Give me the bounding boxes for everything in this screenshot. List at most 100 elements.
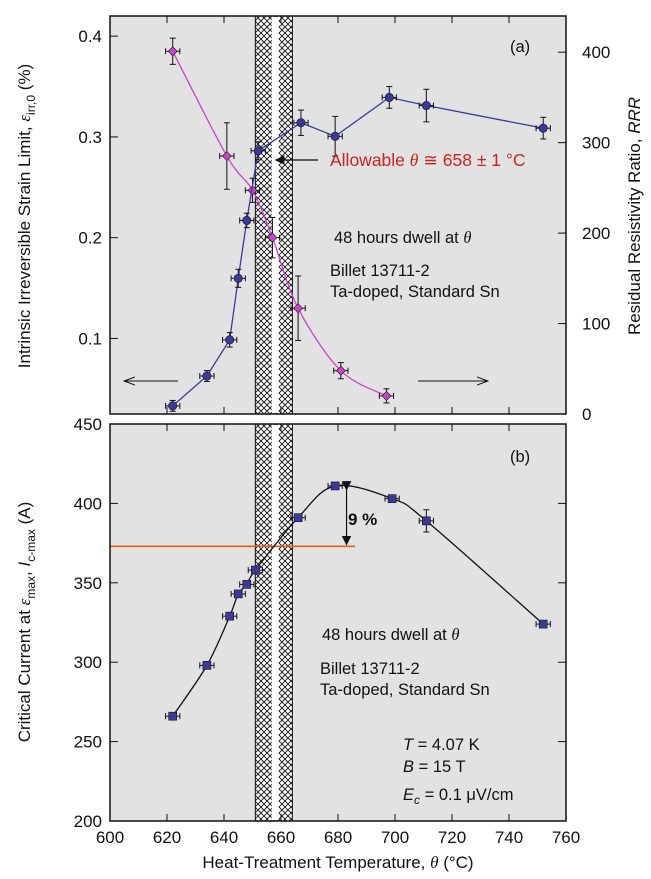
criterion-value: = 0.1 μV/cm [420, 786, 513, 804]
allowable-theta: θ [410, 150, 419, 170]
b-left-tick-label-2: 300 [74, 653, 102, 672]
b-x-tick-label-3: 660 [267, 828, 295, 847]
b-left-tick-label-0: 200 [74, 812, 102, 831]
allowable-value: ≅ 658 ± 1 °C [418, 150, 525, 170]
a-right-tick-label-1: 100 [582, 315, 610, 334]
a-strain-point-6 [381, 390, 392, 401]
panel-b-label-main: Critical Current at [15, 605, 34, 742]
criterion-sub: c [414, 793, 420, 807]
panel-b-label-unit: (A) [15, 502, 34, 529]
a-right-tick-label-0: 0 [582, 405, 591, 424]
a-right-tick-label-2: 200 [582, 224, 610, 243]
panel-a-ticks: 0.1 0.2 0.3 0.4 0 100 200 300 400 [78, 16, 610, 424]
a-rrr-point-6 [296, 118, 306, 128]
a-right-tick-label-4: 400 [582, 43, 610, 62]
field-annotation: B = 15 T [403, 758, 466, 776]
a-strain-point-4 [293, 303, 304, 314]
panel-a-dwell-label: 48 hours dwell at [334, 229, 463, 247]
panel-a-billet-line1: Billet 13711-2 [330, 262, 430, 280]
a-rrr-point-10 [538, 123, 548, 133]
b-x-tick-label-8: 760 [552, 828, 580, 847]
panel-a-billet-line2: Ta-doped, Standard Sn [330, 283, 500, 301]
panel-a-left-label-main: Intrinsic Irreversible Strain Limit, [15, 122, 34, 369]
panel-b-billet-line2: Ta-doped, Standard Sn [320, 681, 490, 699]
a-rrr-point-4 [242, 215, 252, 225]
b-left-tick-label-3: 350 [74, 574, 102, 593]
a-rrr-point-2 [225, 335, 235, 345]
a-left-tick-label-2: 0.3 [78, 128, 102, 147]
a-rrr-point-5 [253, 146, 263, 156]
panel-a-left-axis-label: Intrinsic Irreversible Strain Limit, εir… [15, 64, 38, 368]
a-left-tick-label-0: 0.1 [78, 329, 102, 348]
panel-a-left-label-unit: (%) [15, 64, 34, 95]
b-left-tick-label-1: 250 [74, 733, 102, 752]
a-left-tick-label-1: 0.2 [78, 229, 102, 248]
b-left-tick-label-4: 400 [74, 494, 102, 513]
field-value: = 15 T [414, 758, 466, 776]
a-strain-point-0 [167, 46, 178, 57]
panel-b-label-I: I [15, 561, 34, 566]
b-left-tick-label-5: 450 [74, 415, 102, 434]
allowable-annotation: Allowable θ ≅ 658 ± 1 °C [330, 150, 526, 170]
b-ic-point-6 [293, 513, 303, 522]
b-ic-point-2 [225, 611, 234, 621]
b-ic-point-0 [168, 711, 177, 721]
x-axis-label-unit: (°C) [438, 853, 473, 872]
a-rrr-point-9 [421, 101, 431, 111]
panel-a-right-axis-label: Residual Resistivity Ratio, RRR [625, 97, 644, 335]
panel-a: 0.1 0.2 0.3 0.4 0 100 200 300 400 (a) Allowable … [15, 15, 644, 424]
b-ic-point-4 [242, 580, 252, 589]
b-ic-point-3 [233, 589, 243, 599]
panel-a-dwell-theta: θ [463, 228, 471, 247]
b-ic-point-7 [330, 481, 340, 491]
field-symbol: B [403, 758, 414, 776]
b-x-tick-label-6: 720 [438, 828, 466, 847]
percent-annotation: 9 % [348, 510, 377, 529]
panel-a-left-label-symbol: ε [15, 115, 34, 122]
panel-b-label-I-sub: c-max [24, 529, 38, 562]
panel-b-dwell-theta: θ [451, 625, 459, 644]
b-x-tick-label-2: 640 [210, 828, 238, 847]
panel-b-left-axis-label: Critical Current at εmax, Ic-max (A) [15, 502, 38, 743]
b-ic-point-8 [387, 494, 397, 503]
temperature-annotation: T = 4.07 K [403, 736, 480, 754]
a-left-tick-label-3: 0.4 [78, 27, 102, 46]
a-rrr-point-3 [233, 273, 243, 283]
b-x-tick-label-5: 700 [381, 828, 409, 847]
panel-b: 600 620 640 660 680 700 720 740 760 200 250 300 350 4… [15, 415, 580, 872]
panel-b-marks [165, 481, 551, 721]
a-strain-point-1 [221, 151, 232, 161]
b-ic-point-10 [538, 619, 548, 629]
panel-b-dwell-label: 48 hours dwell at [322, 626, 451, 644]
a-rrr-point-7 [330, 131, 340, 141]
b-ic-point-1 [202, 661, 212, 670]
a-strain-point-2 [247, 185, 258, 196]
b-x-tick-label-7: 740 [495, 828, 523, 847]
a-right-tick-label-3: 300 [582, 134, 610, 153]
panel-a-plot-area [110, 16, 566, 414]
panel-b-label-eps: ε [15, 598, 34, 605]
panel-b-label: (b) [510, 448, 530, 466]
temperature-symbol: T [403, 736, 415, 754]
panel-b-label-eps-sub: max [24, 576, 38, 599]
panel-b-dwell-text: 48 hours dwell at θ [322, 625, 459, 644]
panel-a-label: (a) [510, 38, 530, 56]
temperature-value: = 4.07 K [413, 736, 480, 754]
panel-b-billet-line1: Billet 13711-2 [320, 660, 420, 678]
panel-a-dwell-text: 48 hours dwell at θ [334, 228, 471, 247]
panel-a-left-label-sub: irr,0 [24, 95, 38, 115]
criterion-symbol: E [403, 786, 415, 804]
a-rrr-point-8 [384, 92, 394, 102]
b-x-tick-label-0: 600 [96, 828, 124, 847]
b-x-tick-label-4: 680 [324, 828, 352, 847]
b-x-tick-label-1: 620 [153, 828, 181, 847]
panel-b-label-mid: , [15, 566, 34, 575]
b-ic-series-line [172, 484, 544, 717]
x-axis-label: Heat-Treatment Temperature, θ (°C) [202, 853, 473, 872]
panel-a-right-label-main: Residual Resistivity Ratio, [625, 134, 644, 335]
b-ic-point-9 [422, 516, 431, 526]
x-axis-label-theta: θ [430, 853, 438, 872]
x-axis-label-main: Heat-Treatment Temperature, [202, 853, 430, 872]
panel-a-marks [165, 37, 551, 412]
